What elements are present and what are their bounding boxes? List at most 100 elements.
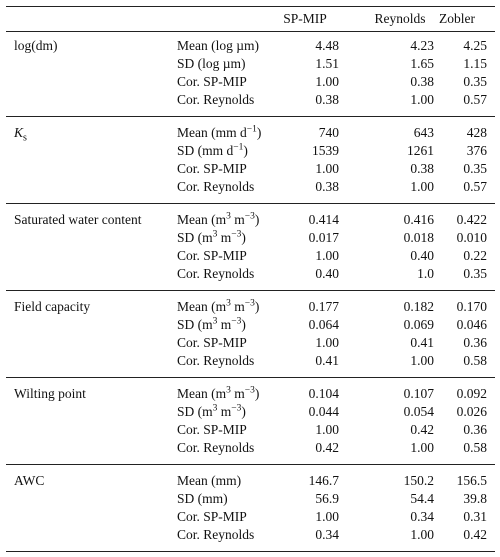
value-spmip: 0.42: [315, 440, 339, 455]
value-zobler: 0.57: [463, 92, 487, 107]
value-reynolds: 1.00: [410, 92, 434, 107]
value-reynolds: 1.00: [410, 353, 434, 368]
stat-label: Cor. SP-MIP: [177, 422, 247, 437]
value-spmip: 1.00: [315, 509, 339, 524]
value-spmip: 56.9: [315, 491, 339, 506]
value-reynolds: 0.107: [403, 386, 434, 401]
variable-label: Saturated water content: [14, 212, 142, 227]
stat-label: Cor. SP-MIP: [177, 335, 247, 350]
value-spmip: 0.044: [308, 404, 339, 419]
value-reynolds: 0.069: [403, 317, 434, 332]
value-reynolds: 150.2: [403, 473, 434, 488]
value-zobler: 0.57: [463, 179, 487, 194]
value-reynolds: 0.416: [403, 212, 434, 227]
stat-label: SD (m3 m−3): [177, 229, 246, 245]
stat-label: Cor. Reynolds: [177, 179, 255, 194]
value-reynolds: 0.054: [403, 404, 434, 419]
value-zobler: 156.5: [456, 473, 487, 488]
stat-label: Cor. Reynolds: [177, 353, 255, 368]
value-spmip: 0.38: [315, 92, 339, 107]
value-reynolds: 1261: [407, 143, 434, 158]
value-reynolds: 1.00: [410, 179, 434, 194]
value-zobler: 0.35: [463, 74, 487, 89]
value-zobler: 0.58: [463, 440, 487, 455]
value-reynolds: 643: [413, 125, 434, 140]
value-zobler: 0.35: [463, 161, 487, 176]
stat-label: SD (m3 m−3): [177, 316, 246, 332]
stat-label: Mean (mm): [177, 473, 242, 488]
value-reynolds: 0.018: [403, 230, 434, 245]
table-top-rule: [6, 6, 495, 7]
value-reynolds: 1.00: [410, 440, 434, 455]
value-spmip: 0.017: [308, 230, 339, 245]
stat-label: Cor. Reynolds: [177, 527, 255, 542]
column-header-zobler: Zobler: [439, 11, 475, 26]
value-spmip: 4.48: [315, 38, 339, 53]
section-rule: [6, 203, 495, 204]
value-zobler: 0.31: [463, 509, 487, 524]
stat-label: SD (mm d−1): [177, 142, 248, 158]
column-header-spmip: SP-MIP: [283, 11, 327, 26]
value-zobler: 0.092: [456, 386, 487, 401]
value-spmip: 1.00: [315, 422, 339, 437]
stat-label: Cor. Reynolds: [177, 440, 255, 455]
stat-label: Cor. SP-MIP: [177, 509, 247, 524]
value-spmip: 1.00: [315, 335, 339, 350]
variable-label: Wilting point: [14, 386, 86, 401]
value-zobler: 0.42: [463, 527, 487, 542]
value-spmip: 1.00: [315, 74, 339, 89]
value-spmip: 1539: [312, 143, 339, 158]
section-rule: [6, 116, 495, 117]
value-spmip: 146.7: [308, 473, 339, 488]
stat-label: Mean (mm d−1): [177, 124, 262, 140]
value-reynolds: 0.182: [403, 299, 434, 314]
value-reynolds: 0.42: [410, 422, 434, 437]
value-zobler: 39.8: [463, 491, 487, 506]
stat-label: Cor. Reynolds: [177, 92, 255, 107]
value-zobler: 0.170: [456, 299, 487, 314]
header-rule: [6, 31, 495, 32]
value-zobler: 4.25: [463, 38, 487, 53]
stat-label: Cor. SP-MIP: [177, 248, 247, 263]
value-reynolds: 4.23: [410, 38, 434, 53]
stat-label: Mean (m3 m−3): [177, 385, 260, 401]
value-reynolds: 1.0: [417, 266, 434, 281]
value-zobler: 0.010: [456, 230, 487, 245]
value-spmip: 0.104: [308, 386, 339, 401]
value-reynolds: 0.40: [410, 248, 434, 263]
value-reynolds: 0.38: [410, 74, 434, 89]
section-rule: [6, 290, 495, 291]
stat-label: SD (m3 m−3): [177, 403, 246, 419]
value-spmip: 1.00: [315, 161, 339, 176]
value-zobler: 0.046: [456, 317, 487, 332]
stat-label: SD (mm): [177, 491, 228, 506]
variable-label: AWC: [14, 473, 45, 488]
value-zobler: 0.22: [463, 248, 487, 263]
value-spmip: 0.064: [308, 317, 339, 332]
value-zobler: 0.35: [463, 266, 487, 281]
value-zobler: 0.026: [456, 404, 487, 419]
value-spmip: 1.51: [315, 56, 339, 71]
value-zobler: 376: [466, 143, 487, 158]
stat-label: Cor. SP-MIP: [177, 74, 247, 89]
value-spmip: 0.40: [315, 266, 339, 281]
section-rule: [6, 464, 495, 465]
value-spmip: 0.177: [308, 299, 339, 314]
variable-label: log(dm): [14, 38, 58, 53]
variable-label: Field capacity: [14, 299, 91, 314]
section-rule: [6, 377, 495, 378]
value-reynolds: 0.41: [410, 335, 434, 350]
value-zobler: 1.15: [463, 56, 487, 71]
stat-label: Mean (log µm): [177, 38, 260, 53]
stat-label: Mean (m3 m−3): [177, 211, 260, 227]
stat-label: Cor. Reynolds: [177, 266, 255, 281]
value-zobler: 0.422: [456, 212, 487, 227]
value-spmip: 740: [318, 125, 339, 140]
stat-label: SD (log µm): [177, 56, 246, 71]
value-zobler: 0.58: [463, 353, 487, 368]
value-zobler: 428: [466, 125, 487, 140]
value-reynolds: 0.38: [410, 161, 434, 176]
value-spmip: 0.414: [308, 212, 339, 227]
value-zobler: 0.36: [463, 335, 487, 350]
stat-label: Mean (m3 m−3): [177, 298, 260, 314]
